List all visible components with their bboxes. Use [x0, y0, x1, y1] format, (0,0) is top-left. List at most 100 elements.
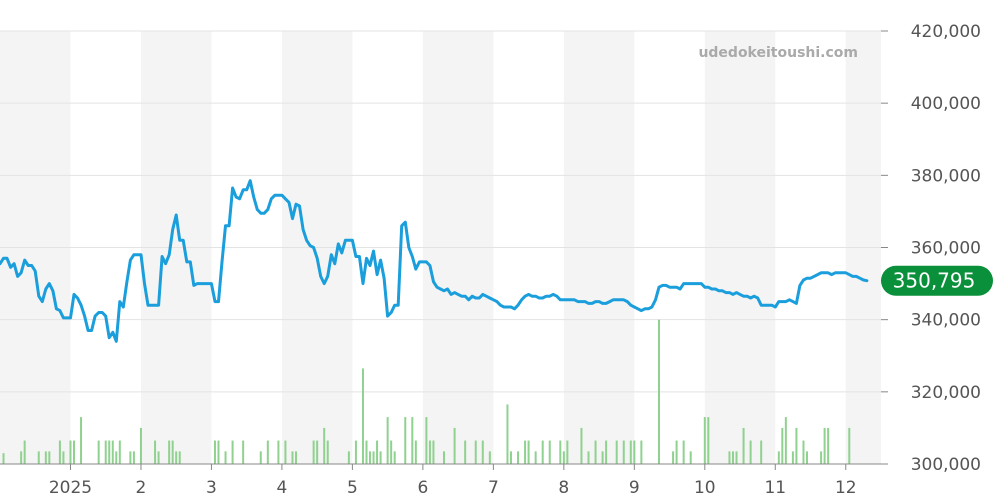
x-tick-label: 6: [417, 478, 428, 498]
x-tick-label: 8: [558, 478, 569, 498]
volume-bar: [379, 451, 382, 464]
volume-bar: [689, 451, 692, 464]
volume-bar: [361, 368, 364, 464]
volume-bar: [316, 440, 319, 464]
volume-bar: [707, 417, 710, 464]
watermark: udedokeitoushi.com: [698, 45, 858, 61]
x-tick-label: 4: [277, 478, 288, 498]
volume-bar: [488, 451, 491, 464]
volume-bar: [171, 440, 174, 464]
volume-bar: [566, 440, 569, 464]
volume-bar: [365, 440, 368, 464]
volume-bar: [118, 440, 121, 464]
y-tick-label: 360,000: [911, 239, 981, 259]
x-tick-label: 9: [629, 478, 640, 498]
volume-bar: [139, 427, 142, 464]
x-tick-label: 5: [347, 478, 358, 498]
volume-bar: [474, 440, 477, 464]
volume-bar: [242, 440, 245, 464]
volume-bar: [44, 451, 47, 464]
volume-bar: [217, 440, 220, 464]
y-tick-label: 400,000: [911, 94, 981, 114]
x-tick-label: 10: [694, 478, 716, 498]
volume-bar: [178, 451, 181, 464]
volume-bar: [820, 451, 823, 464]
volume-bar: [633, 440, 636, 464]
volume-bar: [69, 440, 72, 464]
volume-bar: [682, 440, 685, 464]
volume-bar: [615, 440, 618, 464]
volume-bar: [154, 440, 157, 464]
volume-bar: [347, 451, 350, 464]
volume-bar: [559, 440, 562, 464]
volume-bar: [443, 451, 446, 464]
volume-bar: [266, 440, 269, 464]
x-tick-label: 3: [206, 478, 217, 498]
volume-bar: [20, 451, 23, 464]
volume-bar: [369, 451, 372, 464]
volume-bar: [175, 451, 178, 464]
volume-bar: [731, 451, 734, 464]
volume-bar: [157, 451, 160, 464]
volume-bar: [562, 451, 565, 464]
volume-bar: [80, 417, 83, 464]
volume-bar: [104, 440, 107, 464]
volume-bar: [291, 451, 294, 464]
volume-bar: [509, 451, 512, 464]
x-axis: 2025 2 3 4 5 6 7 8 9 10 11 12: [0, 463, 881, 498]
y-tick-label: 320,000: [911, 383, 981, 403]
x-tick-label: 2025: [49, 478, 92, 498]
volume-bar: [580, 427, 583, 464]
volume-bar: [823, 427, 826, 464]
current-price-badge-bg: [881, 265, 993, 296]
x-tick-label: 12: [835, 478, 857, 498]
volume-bar: [805, 451, 808, 464]
price-line: [0, 179, 869, 343]
volume-bar: [168, 440, 171, 464]
volume-bar: [622, 440, 625, 464]
volume-bar: [326, 440, 329, 464]
volume-bar: [58, 440, 61, 464]
volume-bar: [48, 451, 51, 464]
volume-bar: [386, 417, 389, 464]
volume-bar: [372, 451, 375, 464]
x-tick-label: 2: [136, 478, 147, 498]
volume-bar: [115, 451, 118, 464]
volume-bar: [657, 319, 660, 464]
volume-bar: [527, 440, 530, 464]
y-tick-label: 300,000: [911, 455, 981, 475]
volume-bar: [760, 440, 763, 464]
volume-bar: [781, 427, 784, 464]
volume-bar: [587, 451, 590, 464]
volume-bar: [354, 440, 357, 464]
volume-bar: [277, 440, 280, 464]
volume-bar: [73, 440, 76, 464]
volume-bar: [323, 427, 326, 464]
volume-bar: [312, 440, 315, 464]
volume-bar: [749, 440, 752, 464]
volume-bar: [728, 451, 731, 464]
volume-bar: [224, 451, 227, 464]
volume-bar: [393, 451, 396, 464]
volume-bar: [742, 427, 745, 464]
volume-bar: [640, 440, 643, 464]
volume-bar: [735, 451, 738, 464]
volume-bar: [129, 451, 132, 464]
volume-bar: [213, 440, 216, 464]
volume-bar: [453, 427, 456, 464]
volume-bar: [376, 440, 379, 464]
volume-bar: [594, 440, 597, 464]
volume-bar: [428, 440, 431, 464]
volume-bar: [524, 440, 527, 464]
volume-bar: [404, 417, 407, 464]
volume-bar: [2, 453, 5, 464]
volume-bar: [777, 451, 780, 464]
volume-bar: [414, 440, 417, 464]
volume-bar: [425, 417, 428, 464]
volume-bar: [62, 451, 65, 464]
volume-bars: [2, 319, 851, 464]
y-tick-label: 420,000: [911, 22, 981, 42]
volume-bar: [827, 427, 830, 464]
volume-bar: [795, 427, 798, 464]
